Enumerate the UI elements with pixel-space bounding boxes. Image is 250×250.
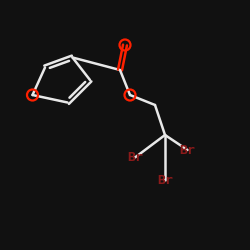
Text: Br: Br	[127, 151, 143, 164]
Text: Br: Br	[180, 144, 196, 156]
Text: Br: Br	[157, 174, 173, 186]
